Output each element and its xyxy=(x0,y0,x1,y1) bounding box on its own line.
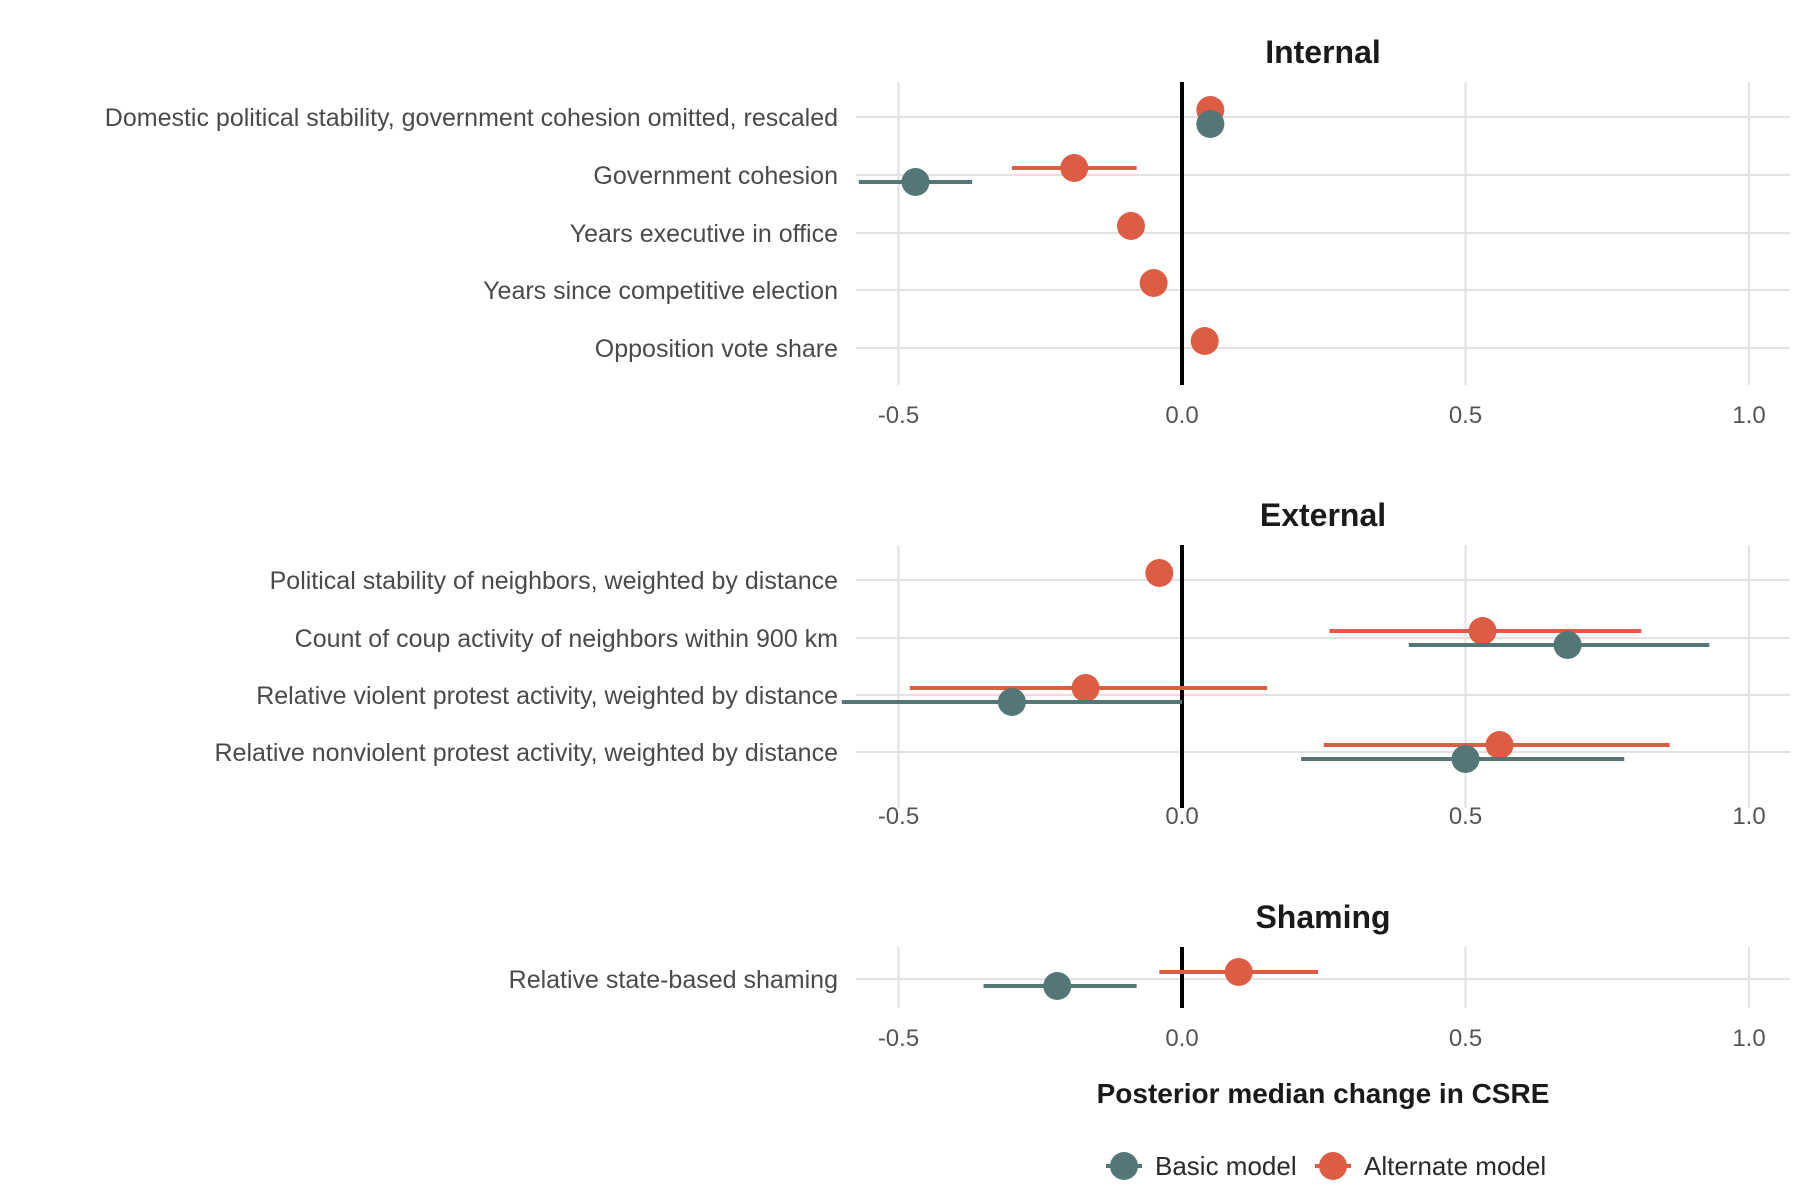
x-tick-label: 0.0 xyxy=(1165,803,1198,830)
x-tick-label: -0.5 xyxy=(878,803,919,830)
x-tick-label: 0.5 xyxy=(1449,1025,1482,1052)
panel-title: Shaming xyxy=(1255,899,1390,935)
panel-title: External xyxy=(1260,497,1386,533)
point-alternate xyxy=(1224,958,1253,986)
x-tick-label: 1.0 xyxy=(1732,1025,1765,1052)
point-alternate xyxy=(1139,269,1168,297)
x-tick-label: 0.0 xyxy=(1165,402,1198,429)
legend-label-alternate: Alternate model xyxy=(1364,1151,1546,1181)
variable-label: Relative nonviolent protest activity, we… xyxy=(215,739,839,767)
panel-shaming: Shaming Relative state-based shaming -0.5 0… xyxy=(509,899,1790,1052)
variable-label: Years executive in office xyxy=(570,220,838,248)
panel-internal: Internal Domestic political stability, go… xyxy=(105,34,1790,429)
panel-title: Internal xyxy=(1265,34,1381,70)
point-alternate xyxy=(1116,212,1145,240)
point-basic xyxy=(901,168,930,196)
x-tick-label: 0.0 xyxy=(1165,1025,1198,1052)
point-alternate xyxy=(1060,154,1089,182)
point-alternate xyxy=(1468,617,1497,645)
point-basic xyxy=(1196,110,1225,138)
point-alternate xyxy=(1485,731,1514,759)
variable-label: Government cohesion xyxy=(593,162,838,190)
x-tick-label: 1.0 xyxy=(1732,803,1765,830)
legend-key-basic xyxy=(1110,1152,1138,1180)
point-basic xyxy=(997,688,1026,716)
point-basic xyxy=(1553,631,1582,659)
x-axis-title: Posterior median change in CSRE xyxy=(1097,1078,1550,1109)
x-tick-label: 0.5 xyxy=(1449,803,1482,830)
point-basic xyxy=(1043,972,1072,1000)
point-alternate xyxy=(1190,327,1219,355)
variable-label: Domestic political stability, government… xyxy=(105,104,838,132)
point-basic xyxy=(1451,745,1480,773)
legend-label-basic: Basic model xyxy=(1155,1151,1297,1181)
variable-label: Relative state-based shaming xyxy=(509,966,838,994)
point-alternate xyxy=(1145,559,1174,587)
variable-label: Political stability of neighbors, weight… xyxy=(270,567,838,595)
legend-key-alternate xyxy=(1319,1152,1347,1180)
variable-label: Years since competitive election xyxy=(483,277,838,305)
variable-label: Relative violent protest activity, weigh… xyxy=(256,682,838,710)
legend: Basic model Alternate model xyxy=(1106,1151,1546,1181)
point-alternate xyxy=(1071,674,1100,702)
x-tick-label: 1.0 xyxy=(1732,402,1765,429)
x-tick-label: -0.5 xyxy=(878,402,919,429)
panel-external: External Political stability of neighbors… xyxy=(215,497,1790,830)
variable-label: Count of coup activity of neighbors with… xyxy=(295,625,838,653)
variable-label: Opposition vote share xyxy=(595,335,838,363)
x-tick-label: -0.5 xyxy=(878,1025,919,1052)
x-tick-label: 0.5 xyxy=(1449,402,1482,429)
